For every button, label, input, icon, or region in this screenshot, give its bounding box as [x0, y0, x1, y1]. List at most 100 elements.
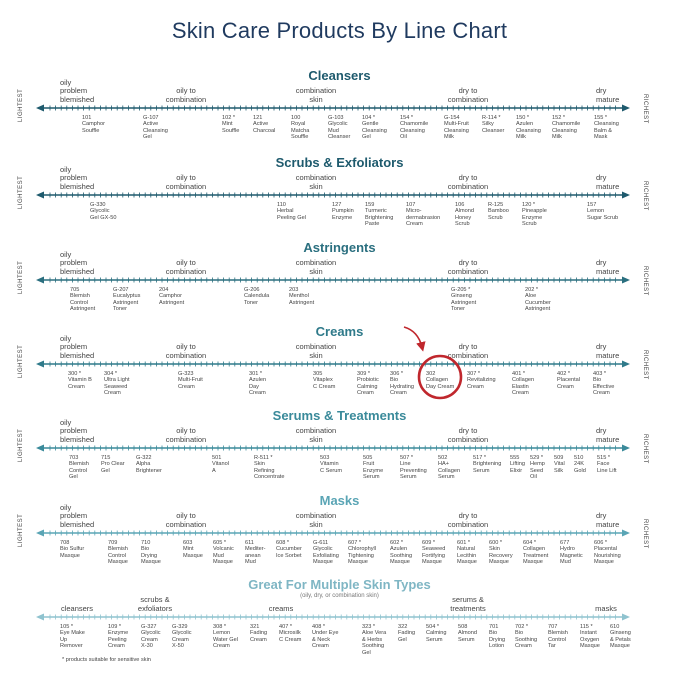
skin-type-label: oily problem blemished	[60, 333, 95, 360]
product-item: 154 * Chamomile Cleansing Oil	[400, 115, 429, 141]
product-item: 703 Blemish Control Gel	[69, 455, 89, 481]
section-masks: Masks oily problem blemished oily to combi…	[0, 491, 679, 577]
product-item: 605 * Volcanic Mud Masque	[213, 540, 234, 566]
product-item: 152 * Chamomile Cleansing Milk	[552, 115, 581, 141]
product-item: 159 Turmeric Brightening Paste	[365, 202, 394, 228]
arrow-right-icon	[622, 276, 630, 284]
arrow-right-icon	[622, 529, 630, 537]
skin-type-label: dry mature	[596, 342, 620, 360]
product-item: 555 Lifting Elixir	[510, 455, 525, 474]
skin-type-label: dry to combination	[447, 511, 489, 529]
category-label: masks	[595, 603, 617, 613]
lightest-label: LIGHTEST	[18, 344, 24, 378]
product-item: 509 Vital Silk	[554, 455, 565, 474]
product-item: 503 Vitamin C Serum	[320, 455, 343, 474]
section-title: Creams	[315, 324, 364, 339]
product-item: 708 Bio Sulfur Masque	[60, 540, 85, 559]
richest-label: RICHEST	[642, 350, 648, 380]
product-item: 203 Menthol Astringent	[289, 287, 315, 306]
product-item: 300 * Vitamin B Cream	[68, 371, 92, 390]
product-item: 102 * Mint Souffle	[222, 115, 240, 134]
skin-type-label: oily to combination	[165, 342, 207, 360]
category-label: cleansers	[60, 603, 94, 613]
section-title: Great For Multiple Skin Types	[248, 577, 431, 592]
skin-type-label: combination skin	[295, 86, 337, 104]
product-item: 403 * Bio Effective Cream	[593, 371, 615, 397]
product-item: 510 24K Gold	[574, 455, 586, 474]
skin-axis	[36, 191, 630, 199]
product-item: 604 * Collagen Treatment Masque	[523, 540, 549, 566]
skin-type-label: combination skin	[295, 173, 337, 191]
richest-label: RICHEST	[642, 181, 648, 211]
product-item: 121 Active Charcoal	[253, 115, 276, 134]
product-item: 401 * Collagen Elastin Cream	[512, 371, 535, 397]
product-item: 707 Blemish Control Tar	[548, 624, 568, 650]
product-item: G-323 Multi-Fruit Cream	[178, 371, 203, 390]
product-item: 407 * Microsilk C Cream	[279, 624, 302, 643]
product-item: 321 Fading Cream	[250, 624, 268, 643]
arrow-left-icon	[36, 276, 44, 284]
product-item: G-611 Glycolic Exfoliating Masque	[313, 540, 339, 566]
product-item: 501 Vitanol A	[212, 455, 230, 474]
product-item: G-330 Glycolic Gel GX-50	[90, 202, 117, 221]
product-item: 302 Collagen Day Cream	[426, 371, 455, 390]
arrow-right-icon	[622, 191, 630, 199]
product-item: R-125 Bamboo Scrub	[488, 202, 509, 221]
product-item: 610 Ginseng & Petals Masque	[610, 624, 631, 650]
product-item: G-107 Active Cleansing Gel	[143, 115, 168, 141]
product-item: 106 Almond Honey Scrub	[455, 202, 474, 228]
product-item: 157 Lemon Sugar Scrub	[587, 202, 619, 221]
section-title: Masks	[319, 493, 360, 508]
product-item: 507 * Line Preventing Serum	[400, 455, 427, 481]
chart-title: Skin Care Products By Line Chart	[171, 18, 508, 43]
category-label: serums & treatments	[450, 595, 486, 613]
product-item: 309 * Probiotic Calming Cream	[357, 371, 379, 397]
product-item: 120 * Pineapple Enzyme Scrub	[522, 202, 547, 228]
section-creams: Creams oily problem blemished oily to comb…	[0, 322, 679, 408]
arrow-left-icon	[36, 191, 44, 199]
section-astringents: Astringents oily problem blemished oily to…	[0, 238, 679, 324]
product-item: 705 Blemish Control Astringent	[70, 287, 96, 313]
skin-type-label: dry to combination	[447, 258, 489, 276]
product-item: 606 * Placental Nourishing Masque	[594, 540, 621, 566]
skin-type-label: dry to combination	[447, 173, 489, 191]
richest-label: RICHEST	[642, 94, 648, 124]
lightest-label: LIGHTEST	[18, 428, 24, 462]
category-label: creams	[268, 603, 294, 613]
arrow-right-icon	[622, 104, 630, 112]
product-item: 702 * Bio Soothing Cream	[515, 624, 538, 650]
skin-type-label: dry to combination	[447, 426, 489, 444]
skin-type-label: dry mature	[596, 258, 620, 276]
product-item: 308 * Lemon Water Gel Cream	[213, 624, 238, 650]
richest-label: RICHEST	[642, 266, 648, 296]
product-item: 408 * Under Eye & Neck Cream	[312, 624, 339, 650]
product-item: G-322 Alpha Brightener	[136, 455, 162, 474]
product-item: 107 Micro- dermabrasion Cream	[406, 202, 441, 228]
skin-type-label: combination skin	[295, 258, 337, 276]
lightest-label: LIGHTEST	[18, 88, 24, 122]
skin-type-label: dry to combination	[447, 86, 489, 104]
section-title: Scrubs & Exfoliators	[275, 155, 404, 170]
skin-type-label: oily problem blemished	[60, 164, 95, 191]
product-item: 609 * Seaweed Fortifying Masque	[422, 540, 446, 566]
arrow-right-icon	[622, 444, 630, 452]
skin-type-label: oily problem blemished	[60, 249, 95, 276]
product-item: 110 Herbal Peeling Gel	[277, 202, 306, 221]
product-item: G-206 Calendula Toner	[244, 287, 270, 306]
product-item: 301 * Azulen Day Cream	[249, 371, 267, 397]
product-item: 701 Bio Drying Lotion	[489, 624, 506, 650]
skin-type-label: dry mature	[596, 86, 620, 104]
arrow-right-icon	[622, 360, 630, 368]
product-item: 307 * Revitalizing Cream	[467, 371, 496, 390]
product-item: 150 * Azulen Cleansing Milk	[516, 115, 541, 141]
skin-type-label: dry mature	[596, 173, 620, 191]
skin-type-label: combination skin	[295, 426, 337, 444]
richest-label: RICHEST	[642, 519, 648, 549]
product-item: G-329 Glycolic Cream X-50	[172, 624, 192, 650]
product-item: 322 Fading Gel	[398, 624, 416, 643]
skin-type-label: oily problem blemished	[60, 502, 95, 529]
product-item: 508 Almond Serum	[458, 624, 477, 643]
skin-type-label: oily to combination	[165, 173, 207, 191]
skin-type-label: oily to combination	[165, 426, 207, 444]
arrow-left-icon	[36, 529, 44, 537]
